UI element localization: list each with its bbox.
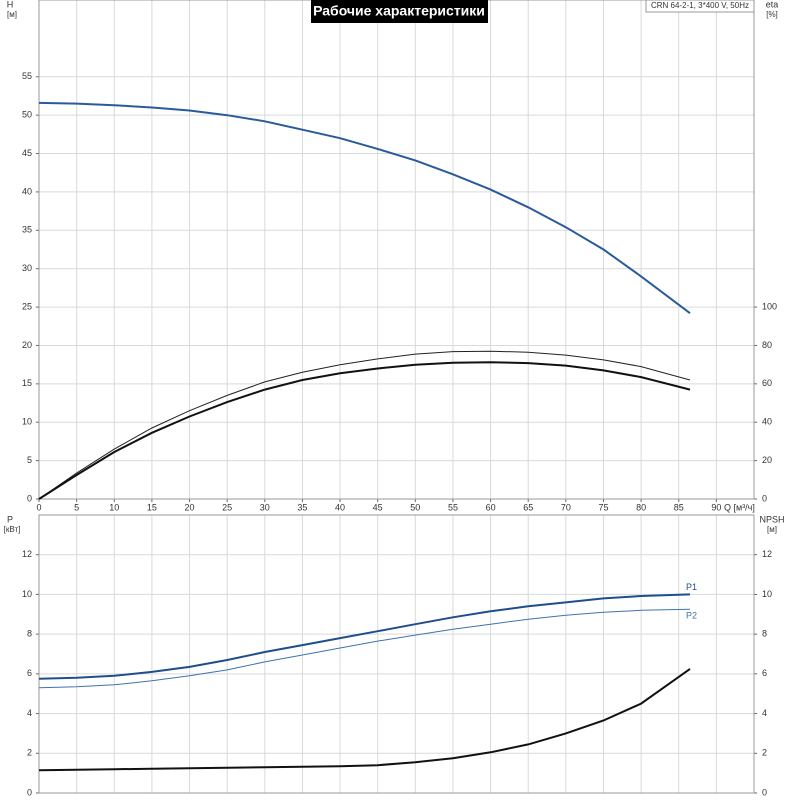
y2-axis-label: eta: [766, 0, 779, 9]
x-tick-label: 20: [185, 502, 195, 512]
x-tick-label: 55: [448, 502, 458, 512]
x-tick-label: 35: [297, 502, 307, 512]
y-tick-label: 50: [22, 110, 32, 120]
y2-tick-label: 0: [762, 787, 767, 797]
chart-title: Рабочие характеристики: [313, 3, 485, 19]
x-tick-label: 85: [674, 502, 684, 512]
y-axis-label: H: [7, 0, 14, 9]
y2-tick-label: 2: [762, 748, 767, 758]
y-tick-label: 2: [27, 748, 32, 758]
y-axis-label: P: [7, 514, 13, 524]
y-tick-label: 0: [27, 787, 32, 797]
y2-tick-label: 80: [762, 340, 772, 350]
y-tick-label: 4: [27, 708, 32, 718]
y2-tick-label: 100: [762, 301, 777, 311]
y-tick-label: 0: [27, 493, 32, 503]
series-line: [38, 593, 691, 680]
series-label: P1: [686, 582, 697, 592]
y-tick-label: 35: [22, 225, 32, 235]
y2-tick-label: 0: [762, 493, 767, 503]
y-tick-label: 12: [22, 549, 32, 559]
plot-frame: [38, 0, 755, 500]
annotation: CRN 64-2-1, 3*400 V, 50Hz: [651, 1, 749, 10]
y-tick-label: 5: [27, 455, 32, 465]
x-tick-label: 40: [335, 502, 345, 512]
series-line: [38, 361, 691, 500]
y2-axis-unit: [%]: [766, 10, 778, 19]
x-tick-label: 15: [147, 502, 157, 512]
series-label: P2: [686, 611, 697, 621]
x-tick-label: 50: [410, 502, 420, 512]
y-tick-label: 6: [27, 668, 32, 678]
y-tick-label: 40: [22, 186, 32, 196]
y-tick-label: 55: [22, 71, 32, 81]
y-tick-label: 25: [22, 301, 32, 311]
x-tick-label: 25: [222, 502, 232, 512]
y-tick-label: 15: [22, 378, 32, 388]
y-axis-unit: [кВт]: [4, 525, 21, 534]
x-tick-label: 65: [523, 502, 533, 512]
y2-tick-label: 20: [762, 455, 772, 465]
y2-tick-label: 60: [762, 378, 772, 388]
series-line: [38, 101, 691, 314]
x-tick-label: 80: [636, 502, 646, 512]
y2-tick-label: 8: [762, 629, 767, 639]
x-tick-label: 5: [74, 502, 79, 512]
y-tick-label: 20: [22, 340, 32, 350]
title-box: [311, 0, 488, 23]
series-line: [38, 350, 691, 500]
x-tick-label: 60: [486, 502, 496, 512]
y-tick-label: 30: [22, 263, 32, 273]
x-tick-label: 0: [36, 502, 41, 512]
y2-axis-label: NPSH: [759, 514, 784, 524]
y2-tick-label: 6: [762, 668, 767, 678]
annotation-box: [645, 0, 755, 13]
x-tick-label: 90: [711, 502, 721, 512]
y-tick-label: 10: [22, 589, 32, 599]
x-tick-label: 10: [109, 502, 119, 512]
x-tick-label: 70: [561, 502, 571, 512]
y2-tick-label: 40: [762, 417, 772, 427]
series-line: [38, 668, 691, 772]
y-tick-label: 45: [22, 148, 32, 158]
x-axis-label: Q [м³/ч]: [724, 502, 755, 512]
y-tick-label: 10: [22, 417, 32, 427]
y-tick-label: 8: [27, 629, 32, 639]
y2-tick-label: 12: [762, 549, 772, 559]
y2-tick-label: 4: [762, 708, 767, 718]
y2-tick-label: 10: [762, 589, 772, 599]
x-tick-label: 75: [598, 502, 608, 512]
y-axis-unit: [м]: [7, 10, 17, 19]
y2-axis-unit: [м]: [767, 525, 777, 534]
x-tick-label: 45: [373, 502, 383, 512]
x-tick-label: 30: [260, 502, 270, 512]
series-line: [38, 608, 691, 689]
plot-frame: [38, 514, 755, 794]
